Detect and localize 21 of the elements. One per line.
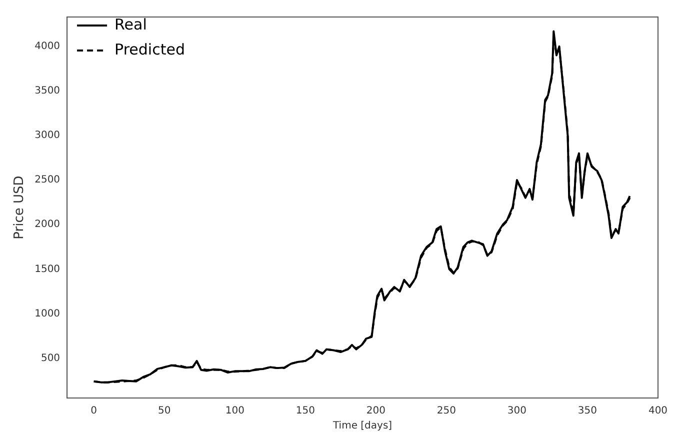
x-axis-title: Time [days] [332, 420, 392, 432]
x-tick-label: 100 [225, 406, 244, 417]
x-tick-label: 150 [296, 406, 315, 417]
x-tick-label: 400 [648, 406, 668, 417]
y-tick-label: 2000 [34, 219, 60, 230]
x-tick-label: 200 [366, 406, 386, 417]
y-tick-label: 500 [40, 352, 60, 364]
y-tick-label: 3500 [34, 86, 60, 97]
y-tick-label: 1500 [34, 264, 60, 275]
x-tick-label: 0 [90, 406, 98, 417]
x-tick-label: 50 [158, 406, 171, 417]
x-tick-label: 350 [578, 406, 598, 417]
y-tick-label: 1000 [34, 308, 60, 320]
x-tick-label: 250 [436, 406, 456, 417]
y-tick-label: 4000 [34, 40, 60, 52]
legend-label: Real [114, 15, 147, 34]
y-tick-label: 2500 [34, 174, 60, 186]
x-tick-label: 300 [507, 406, 527, 417]
y-tick-label: 3000 [34, 130, 60, 142]
legend-label: Predicted [114, 40, 185, 58]
y-axis-title: Price USD [12, 176, 28, 240]
